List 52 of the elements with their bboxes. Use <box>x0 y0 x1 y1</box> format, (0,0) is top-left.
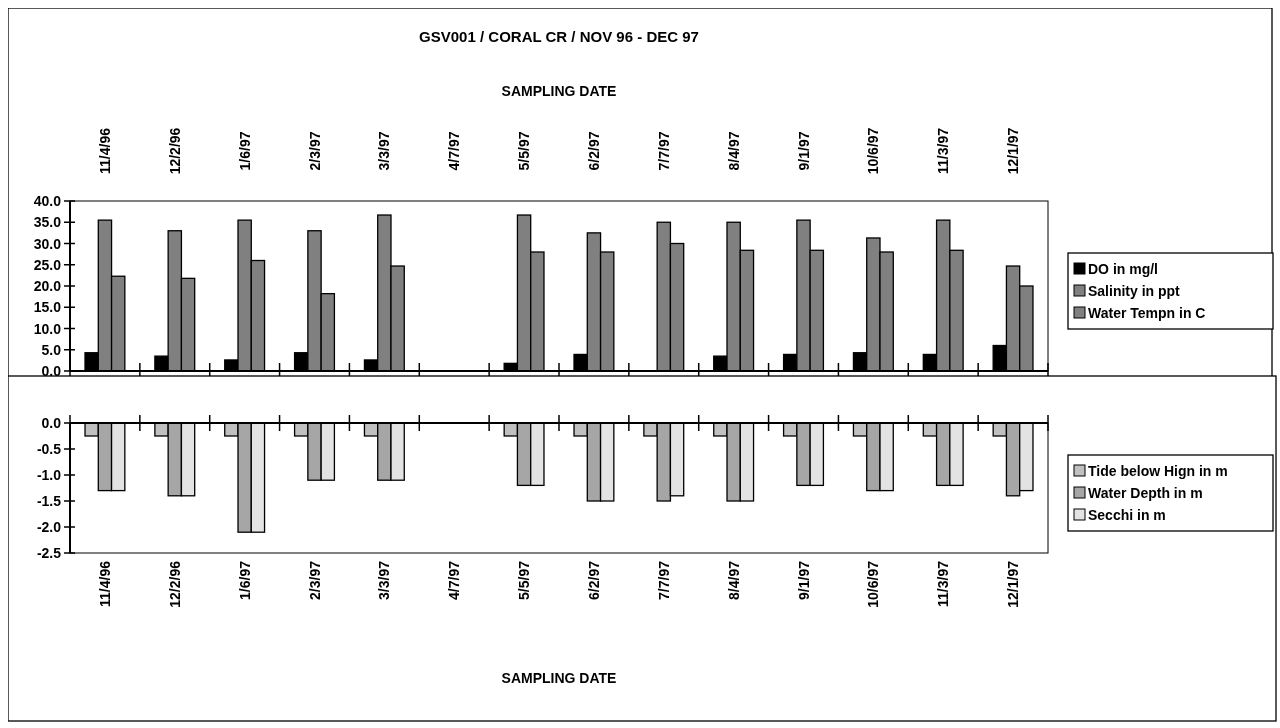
x-tick-label: 1/6/97 <box>236 560 253 600</box>
legend-label: Water Tempn in C <box>1088 305 1206 321</box>
y-tick-label: 10.0 <box>33 320 62 337</box>
y-tick-label: 40.0 <box>33 193 62 209</box>
x-tick-label: 3/3/97 <box>376 131 393 171</box>
y-tick-label: -0.5 <box>36 441 62 457</box>
x-tick-label: 11/3/97 <box>935 127 952 174</box>
x-tick-label: 5/5/97 <box>516 560 533 600</box>
x-axis-title: SAMPLING DATE <box>501 83 617 99</box>
x-tick-label: 12/1/97 <box>1005 560 1022 608</box>
y-tick-label: -2.5 <box>36 545 62 561</box>
x-tick-label: 11/4/96 <box>96 127 113 174</box>
legend-label: Salinity in ppt <box>1088 283 1181 299</box>
x-tick-label: 11/4/96 <box>96 560 113 607</box>
x-tick-label: 9/1/97 <box>795 131 812 171</box>
x-axis-title: SAMPLING DATE <box>501 670 617 686</box>
y-tick-label: 0.0 <box>41 415 62 431</box>
y-tick-label: 20.0 <box>33 278 62 294</box>
legend-label: DO in mg/l <box>1088 261 1158 277</box>
y-tick-label: 15.0 <box>33 299 62 316</box>
x-tick-label: 12/1/97 <box>1005 127 1022 175</box>
y-tick-label: 0.0 <box>41 363 62 379</box>
x-tick-label: 10/6/97 <box>865 127 882 175</box>
legend-label: Tide below Hign in m <box>1088 463 1228 479</box>
y-tick-label: -1.0 <box>36 467 62 483</box>
x-tick-label: 7/7/97 <box>655 131 672 171</box>
x-tick-label: 2/3/97 <box>306 131 323 171</box>
x-tick-label: 8/4/97 <box>725 131 742 171</box>
x-tick-label: 6/2/97 <box>585 131 602 171</box>
x-tick-label: 5/5/97 <box>516 131 533 171</box>
x-tick-label: 9/1/97 <box>795 560 812 600</box>
x-tick-label: 4/7/97 <box>446 131 463 171</box>
x-tick-label: 12/2/96 <box>166 127 183 175</box>
x-tick-label: 12/2/96 <box>166 560 183 608</box>
y-tick-label: 5.0 <box>41 341 62 358</box>
legend-label: Secchi in m <box>1088 507 1166 523</box>
y-tick-label: 25.0 <box>33 256 62 273</box>
x-tick-label: 1/6/97 <box>236 131 253 171</box>
x-tick-label: 3/3/97 <box>376 560 393 600</box>
y-tick-label: 30.0 <box>33 235 62 252</box>
y-tick-label: -2.0 <box>36 519 62 535</box>
y-tick-label: -1.5 <box>36 493 62 509</box>
x-tick-label: 10/6/97 <box>865 560 882 608</box>
y-tick-label: 35.0 <box>33 214 62 231</box>
chart-title: GSV001 / CORAL CR / NOV 96 - DEC 97 <box>419 28 699 45</box>
x-tick-label: 2/3/97 <box>306 560 323 600</box>
legend-label: Water Depth in m <box>1088 485 1203 501</box>
x-tick-label: 8/4/97 <box>725 560 742 600</box>
x-tick-label: 11/3/97 <box>935 560 952 607</box>
x-tick-label: 7/7/97 <box>655 560 672 600</box>
x-tick-label: 4/7/97 <box>446 560 463 600</box>
x-tick-label: 6/2/97 <box>585 560 602 600</box>
